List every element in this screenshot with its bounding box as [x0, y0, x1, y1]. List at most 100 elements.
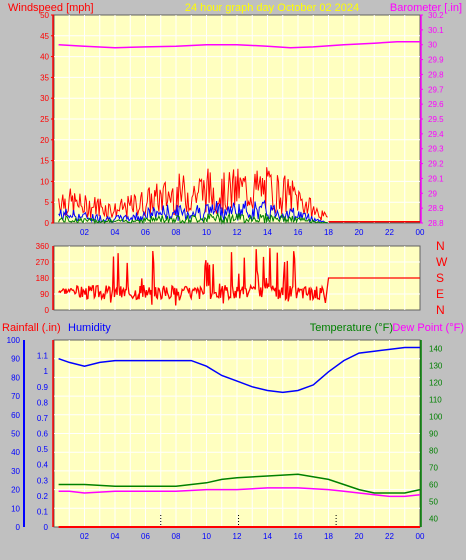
y-tick-left-direction: 0: [45, 306, 50, 315]
y-tick-right-barometer: 28.8: [428, 219, 444, 228]
y-tick-temperature: 70: [429, 464, 438, 473]
x-tick-label-1: 22: [385, 228, 394, 237]
y-tick-left-direction: 360: [36, 242, 50, 251]
y-tick-humidity: 20: [11, 486, 20, 495]
y-tick-right-barometer: 29.2: [428, 160, 444, 169]
y-tick-rainfall: 0.3: [37, 476, 49, 485]
y-tick-humidity: 10: [11, 504, 20, 513]
y-tick-temperature: 60: [429, 481, 438, 490]
x-tick-label-1: 06: [141, 228, 150, 237]
y-tick-right-barometer: 29.8: [428, 70, 444, 79]
compass-label: N: [436, 239, 445, 253]
y-tick-right-barometer: 29.6: [428, 100, 444, 109]
y-tick-temperature: 140: [429, 345, 443, 354]
x-tick-label-3: 22: [385, 532, 394, 541]
y-tick-left-direction: 270: [36, 258, 50, 267]
y-tick-right-barometer: 30.1: [428, 26, 444, 35]
y-tick-rainfall: 0.4: [37, 461, 49, 470]
y-tick-rainfall: 0.1: [37, 507, 49, 516]
x-tick-label-3: 04: [111, 532, 120, 541]
y-tick-rainfall: 1.1: [37, 352, 49, 361]
y-tick-left-wind: 25: [40, 115, 49, 124]
series-humidity: [58, 346, 420, 394]
y-tick-temperature: 80: [429, 447, 438, 456]
y-tick-left-wind: 30: [40, 94, 49, 103]
y-tick-humidity: 60: [11, 411, 20, 420]
x-tick-label-1: 14: [263, 228, 272, 237]
series-dew-point: [58, 487, 421, 498]
y-tick-rainfall: 0.5: [37, 445, 49, 454]
series-wind-average: [58, 211, 328, 225]
y-tick-right-barometer: 29.3: [428, 145, 444, 154]
compass-label: N: [436, 303, 445, 317]
y-tick-right-barometer: 30.2: [428, 11, 444, 20]
header-left-title: Windspeed [mph]: [8, 2, 94, 14]
y-tick-temperature: 120: [429, 379, 443, 388]
temperature-label: Temperature (°F): [310, 322, 393, 334]
series-wind-direction: [58, 248, 420, 306]
y-tick-rainfall: 1: [44, 367, 49, 376]
x-tick-label-3: 02: [80, 532, 89, 541]
y-tick-left-wind: 5: [45, 198, 50, 207]
y-tick-humidity: 70: [11, 392, 20, 401]
y-tick-left-wind: 15: [40, 157, 49, 166]
compass-label: W: [436, 255, 448, 269]
y-tick-temperature: 130: [429, 362, 443, 371]
dewpoint-label: Dew Point (°F): [392, 322, 464, 334]
y-tick-humidity: 100: [7, 336, 21, 345]
y-tick-humidity: 30: [11, 467, 20, 476]
y-tick-rainfall: 0.7: [37, 414, 49, 423]
x-tick-label-3: 16: [294, 532, 303, 541]
x-tick-label-3: 18: [324, 532, 333, 541]
y-tick-left-wind: 40: [40, 53, 49, 62]
y-tick-left-direction: 90: [40, 290, 49, 299]
y-tick-rainfall: 0.9: [37, 383, 49, 392]
rain-humidity-temperature-panel: 010203040506070809010000.10.20.30.40.50.…: [7, 336, 443, 541]
y-tick-temperature: 50: [429, 498, 438, 507]
x-tick-label-1: 08: [172, 228, 181, 237]
header-right-title: Barometer [.in]: [390, 2, 462, 14]
compass-label: S: [436, 271, 444, 285]
y-tick-temperature: 100: [429, 413, 443, 422]
y-tick-rainfall: 0.8: [37, 398, 49, 407]
y-tick-left-wind: 45: [40, 32, 49, 41]
x-tick-label-1: 20: [355, 228, 364, 237]
y-tick-right-barometer: 30: [428, 41, 437, 50]
y-tick-left-wind: 20: [40, 136, 49, 145]
y-tick-humidity: 0: [16, 523, 21, 532]
y-tick-humidity: 40: [11, 448, 20, 457]
wind-barometer-panel: 0 5 10 15 20 25 30 35 40 45 50 28.8 28.9 29 29.1 29.2 29…: [40, 11, 444, 237]
header-center-title: 24 hour graph day October 02 2024: [185, 2, 359, 14]
series-wind-gust: [58, 167, 328, 221]
x-tick-label-3: 10: [202, 532, 211, 541]
x-tick-label-1: 00: [416, 228, 425, 237]
series-barometer: [58, 40, 420, 49]
x-tick-label-3: 00: [416, 532, 425, 541]
y-tick-rainfall: 0.2: [37, 492, 49, 501]
y-tick-humidity: 50: [11, 430, 20, 439]
x-tick-label-1: 12: [233, 228, 242, 237]
y-tick-humidity: 90: [11, 355, 20, 364]
x-tick-label-1: 04: [111, 228, 120, 237]
y-tick-right-barometer: 29.4: [428, 130, 444, 139]
x-tick-label-1: 02: [80, 228, 89, 237]
y-tick-right-barometer: 29: [428, 189, 437, 198]
y-tick-rainfall: 0: [44, 523, 49, 532]
rainfall-label: Rainfall (.in): [2, 322, 61, 334]
x-tick-label-1: 16: [294, 228, 303, 237]
x-tick-label-3: 08: [172, 532, 181, 541]
series-temperature: [58, 473, 421, 494]
humidity-label: Humidity: [68, 322, 111, 334]
y-tick-left-wind: 10: [40, 177, 49, 186]
y-tick-right-barometer: 28.9: [428, 204, 444, 213]
x-tick-label-3: 20: [355, 532, 364, 541]
y-tick-temperature: 90: [429, 430, 438, 439]
y-tick-humidity: 80: [11, 373, 20, 382]
y-tick-left-wind: 0: [45, 219, 50, 228]
y-tick-left-direction: 180: [36, 274, 50, 283]
y-tick-right-barometer: 29.9: [428, 56, 444, 65]
x-tick-label-1: 18: [324, 228, 333, 237]
